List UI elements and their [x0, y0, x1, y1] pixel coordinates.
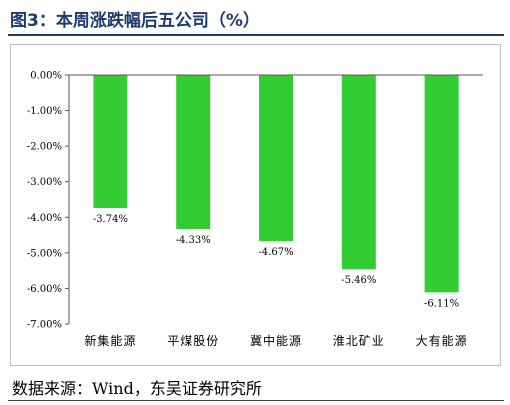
y-tick-label: -6.00% [27, 284, 62, 295]
bar [341, 75, 376, 270]
data-label: -6.11% [424, 298, 459, 309]
source-note: 数据来源：Wind，东吴证券研究所 [12, 379, 262, 398]
x-category-label: 淮北矿业 [333, 334, 385, 348]
figure-title: 图3：本周涨跌幅后五公司（%） [10, 11, 260, 31]
data-label: -5.46% [341, 275, 376, 286]
bar [93, 75, 128, 209]
x-category-label: 冀中能源 [250, 333, 302, 348]
title-divider [8, 34, 504, 36]
y-tick-label: -3.00% [27, 177, 62, 188]
y-tick-label: -4.00% [27, 213, 62, 224]
data-label: -3.74% [93, 214, 128, 225]
y-tick-label: 0.00% [30, 71, 62, 82]
y-tick-label: -5.00% [27, 248, 62, 259]
bar [259, 75, 293, 242]
bar [424, 75, 459, 293]
y-tick-label: -2.00% [27, 142, 62, 153]
x-category-label: 新集能源 [84, 333, 136, 348]
chart-frame: 0.00% -1.00% -2.00% -3.00% -4.00% -5.00% -6.00… [10, 44, 501, 366]
x-category-label: 平煤股份 [167, 334, 219, 348]
bar-chart: 0.00% -1.00% -2.00% -3.00% -4.00% -5.00% -6.00… [27, 71, 483, 348]
y-tick-label: -1.00% [27, 106, 62, 117]
y-tick-label: -7.00% [27, 320, 62, 331]
bar [176, 75, 211, 230]
x-category-label: 大有能源 [416, 334, 468, 348]
source-divider [8, 400, 504, 401]
data-label: -4.67% [258, 247, 293, 258]
data-label: -4.33% [176, 235, 211, 246]
